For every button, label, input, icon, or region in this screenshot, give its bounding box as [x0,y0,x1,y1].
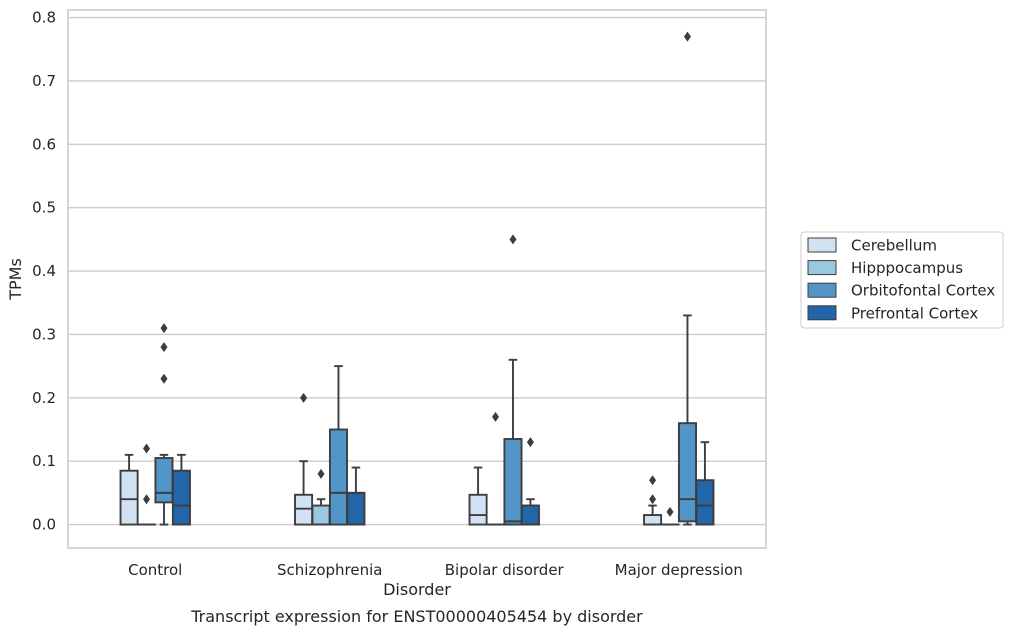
x-tick-label: Major depression [615,561,743,579]
outlier-point [143,443,151,454]
box-body [171,469,191,526]
chart-title: Transcript expression for ENST0000040545… [190,607,643,626]
box-prefrontal-cortex [171,453,191,526]
y-tick-label: 0.5 [32,199,56,217]
legend-swatch [807,282,837,298]
box-body [311,504,331,526]
outlier-point [666,506,674,517]
legend-label: Orbitofontal Cortex [851,282,995,300]
x-axis-ticks: Control Schizophrenia Bipolar disorder Majo… [128,561,743,579]
y-tick-label: 0.3 [32,325,56,343]
x-tick-label: Control [128,561,182,579]
outlier-point [509,234,517,245]
outlier-point [492,411,500,422]
outlier-point [526,437,534,448]
legend-swatch [807,260,837,276]
outlier-point [649,475,657,486]
legend-label: Cerebellum [851,237,937,255]
box-body [677,422,697,523]
box-hipppocampus [137,443,157,526]
grid-lines [68,16,766,526]
legend-swatch [807,305,837,321]
legend-label: Hipppocampus [851,259,963,277]
box-body [294,493,314,526]
y-tick-label: 0.4 [32,262,56,280]
box-prefrontal-cortex [695,441,715,526]
box-cerebellum [119,453,139,526]
legend: Cerebellum Hipppocampus Orbitofontal Corte… [800,231,1004,329]
outlier-point [317,468,325,479]
y-axis-label: TPMs [6,258,25,301]
plot-frame [67,9,767,549]
box-prefrontal-cortex [520,437,540,526]
box-body [520,504,540,526]
box-hipppocampus [660,506,680,526]
outlier-point [683,31,691,42]
box-body [346,491,366,526]
box-body [695,479,715,526]
outlier-point [160,323,168,334]
x-axis-label: Disorder [383,580,451,599]
y-tick-label: 0.6 [32,135,56,153]
box-body [328,428,348,526]
outlier-point [160,342,168,353]
outlier-point [300,392,308,403]
outlier-point [160,373,168,384]
box-orbitofontal-cortex [154,323,174,526]
box-body [468,493,488,526]
box-cerebellum [643,475,663,526]
y-tick-label: 0.8 [32,9,56,27]
outlier-point [143,494,151,505]
box-body [119,469,139,526]
legend-label: Prefrontal Cortex [851,304,978,322]
box-hipppocampus [311,468,331,526]
box-cerebellum [468,466,488,526]
y-tick-label: 0.1 [32,452,56,470]
box-body [154,457,174,504]
box-orbitofontal-cortex [328,365,348,526]
box-cerebellum [294,392,314,526]
box-body [643,514,663,526]
x-tick-label: Bipolar disorder [445,561,565,579]
box-orbitofontal-cortex [503,234,523,526]
outlier-point [649,494,657,505]
box-hipppocampus [486,411,506,526]
y-tick-label: 0.2 [32,389,56,407]
y-tick-label: 0.7 [32,72,56,90]
y-tick-label: 0.0 [32,516,56,534]
legend-swatch [807,237,837,253]
y-axis-ticks: 0.0 0.1 0.2 0.3 0.4 0.5 0.6 0.7 0.8 [32,9,56,534]
x-tick-label: Schizophrenia [277,561,382,579]
legend-frame [800,231,1004,329]
box-body [503,438,523,526]
box-prefrontal-cortex [346,466,366,526]
boxes-layer [119,31,715,526]
box-orbitofontal-cortex [677,31,697,526]
